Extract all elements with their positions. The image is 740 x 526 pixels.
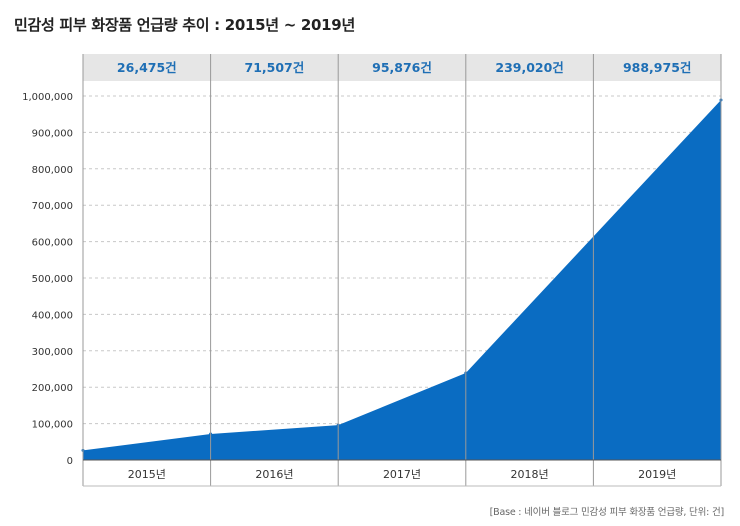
- y-tick-label: 1,000,000: [22, 92, 73, 103]
- y-tick-label: 800,000: [32, 165, 73, 176]
- x-tick-label: 2015년: [128, 468, 166, 481]
- y-tick-label: 700,000: [32, 201, 73, 212]
- x-tick-label: 2018년: [511, 468, 549, 481]
- x-tick-label: 2017년: [383, 468, 421, 481]
- y-tick-label: 300,000: [32, 347, 73, 358]
- y-tick-label: 200,000: [32, 383, 73, 394]
- value-label: 239,020건: [495, 60, 563, 75]
- y-tick-label: 400,000: [32, 310, 73, 321]
- value-label: 71,507건: [245, 60, 305, 75]
- area-series: [83, 100, 721, 461]
- chart-title: 민감성 피부 화장품 언급량 추이 : 2015년 ~ 2019년: [14, 16, 355, 34]
- value-label: 26,475건: [117, 60, 177, 75]
- y-tick-label: 100,000: [32, 420, 73, 431]
- y-tick-label: 0: [67, 456, 73, 467]
- y-tick-label: 500,000: [32, 274, 73, 285]
- x-tick-label: 2019년: [638, 468, 676, 481]
- value-label: 95,876건: [372, 60, 432, 75]
- y-tick-label: 600,000: [32, 238, 73, 249]
- source-note: [Base : 네이버 블로그 민감성 피부 화장품 언급량, 단위: 건]: [489, 507, 725, 518]
- value-label: 988,975건: [623, 60, 691, 75]
- y-tick-label: 900,000: [32, 128, 73, 139]
- value-label-band: [83, 54, 721, 81]
- x-tick-label: 2016년: [255, 468, 293, 481]
